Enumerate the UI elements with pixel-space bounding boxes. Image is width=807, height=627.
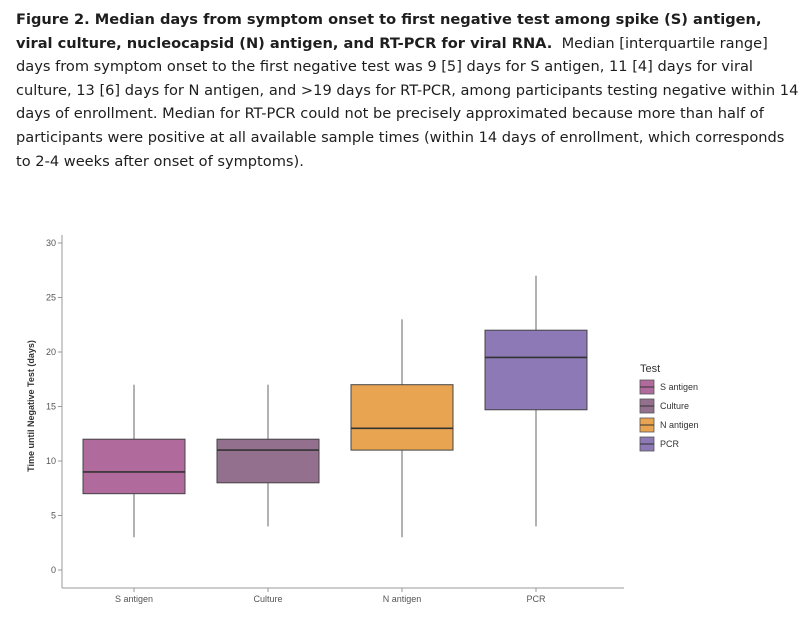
iqr-box <box>82 438 186 495</box>
y-tick-label: 5 <box>51 511 56 521</box>
legend-key <box>639 436 655 452</box>
iqr-box <box>484 329 588 411</box>
legend: Test S antigen Culture N antigen PCR <box>639 363 699 452</box>
y-tick-label: 10 <box>46 456 56 466</box>
x-tick-label: S antigen <box>115 594 153 604</box>
legend-label: Culture <box>660 401 689 411</box>
boxes-group <box>82 275 588 538</box>
box-n-antigen <box>350 319 454 538</box>
legend-label: S antigen <box>660 382 698 392</box>
box-pcr <box>484 275 588 527</box>
iqr-box <box>350 384 454 451</box>
legend-key <box>639 379 655 395</box>
x-axis: S antigen Culture N antigen PCR <box>62 587 624 604</box>
caption-body: Median [interquartile range] days from s… <box>16 34 799 170</box>
y-tick-label: 0 <box>51 565 56 575</box>
iqr-box <box>216 438 320 484</box>
y-axis: 0 5 10 15 20 25 30 <box>46 235 63 588</box>
x-tick-label: Culture <box>253 594 282 604</box>
x-tick-label: N antigen <box>383 594 422 604</box>
y-tick-label: 30 <box>46 238 56 248</box>
box-s-antigen <box>82 384 186 538</box>
x-tick-label: PCR <box>526 594 546 604</box>
figure-caption: Figure 2. Median days from symptom onset… <box>16 8 801 173</box>
y-tick-label: 25 <box>46 293 56 303</box>
y-tick-label: 15 <box>46 402 56 412</box>
box-culture <box>216 384 320 527</box>
legend-title: Test <box>640 363 660 375</box>
legend-label: PCR <box>660 439 680 449</box>
legend-key <box>639 398 655 414</box>
caption-title: Figure 2. Median days from symptom onset… <box>16 11 762 52</box>
y-tick-label: 20 <box>46 347 56 357</box>
legend-key <box>639 417 655 433</box>
y-axis-title: Time until Negative Test (days) <box>26 340 36 472</box>
legend-label: N antigen <box>660 420 699 430</box>
